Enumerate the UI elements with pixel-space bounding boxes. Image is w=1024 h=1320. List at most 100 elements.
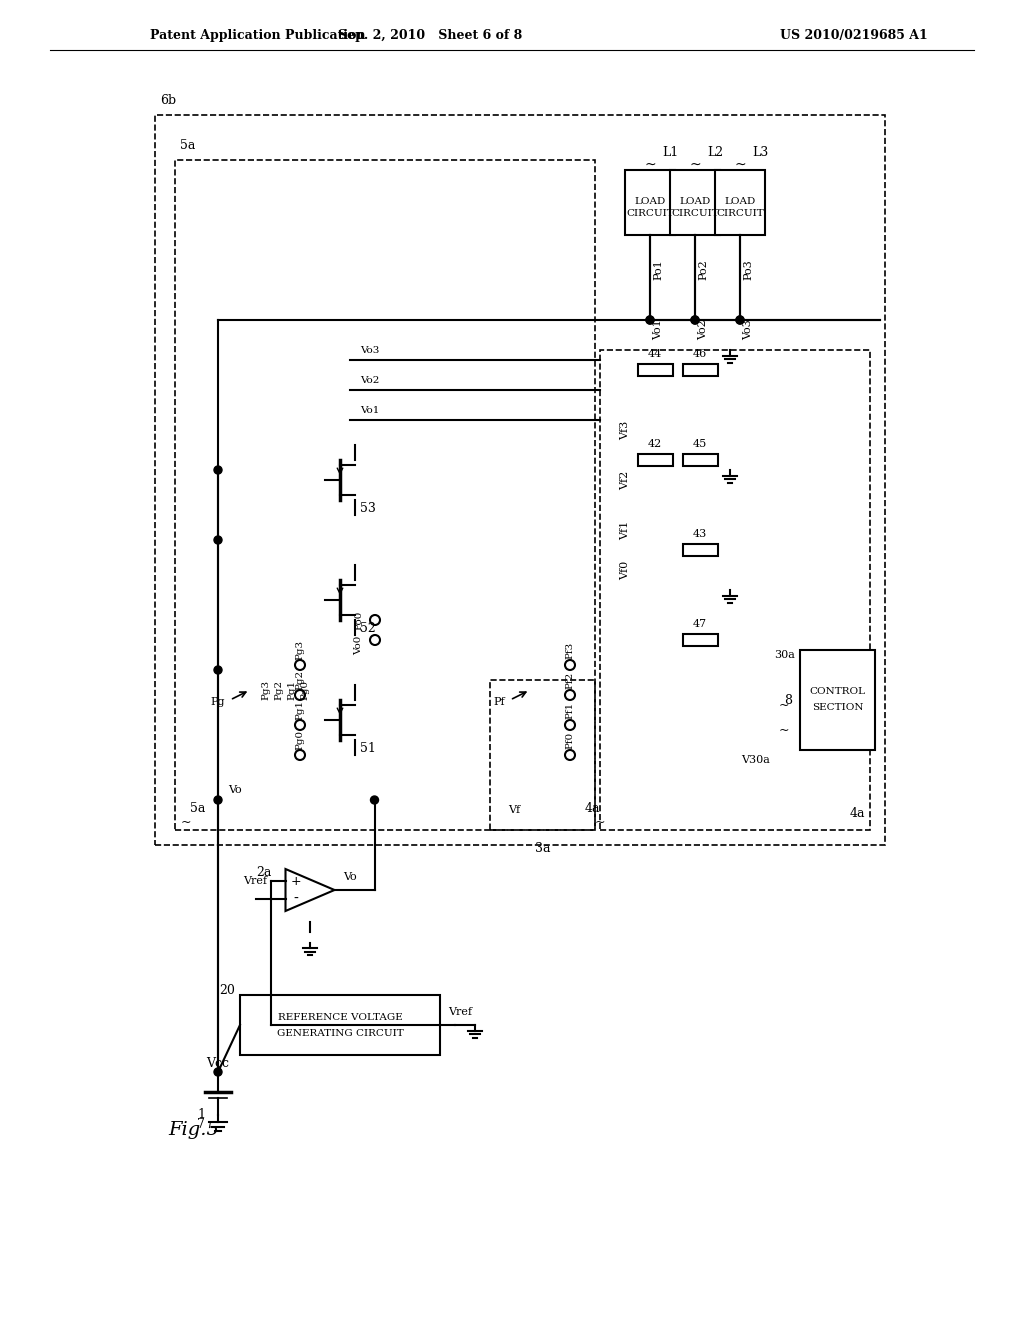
Text: Vf: Vf: [508, 805, 520, 814]
Bar: [683, 454, 718, 466]
Text: 47: 47: [693, 619, 707, 630]
Text: ~: ~: [595, 816, 605, 829]
Bar: [155, 115, 885, 845]
Text: LOAD: LOAD: [679, 198, 711, 206]
Text: -: -: [294, 892, 298, 906]
Text: 4a: 4a: [850, 807, 865, 820]
Text: 6b: 6b: [160, 94, 176, 107]
Bar: [800, 649, 874, 750]
Text: 5a: 5a: [180, 139, 196, 152]
Text: Pg2: Pg2: [274, 680, 283, 700]
Text: Pf1: Pf1: [565, 701, 574, 718]
Text: ~: ~: [689, 158, 700, 172]
Text: CIRCUIT: CIRCUIT: [671, 209, 719, 218]
Text: 4a: 4a: [585, 803, 600, 814]
Circle shape: [214, 466, 222, 474]
Text: Vf2: Vf2: [620, 470, 630, 490]
Text: 51: 51: [360, 742, 376, 755]
Bar: [670, 170, 720, 235]
Text: 43: 43: [693, 529, 708, 539]
Text: Vo1: Vo1: [653, 319, 663, 341]
Bar: [683, 634, 718, 645]
Text: Patent Application Publication: Patent Application Publication: [150, 29, 366, 41]
Text: Pf3: Pf3: [565, 642, 574, 659]
Text: 3a: 3a: [535, 842, 550, 855]
Circle shape: [691, 315, 699, 323]
Text: REFERENCE VOLTAGE: REFERENCE VOLTAGE: [278, 1014, 402, 1023]
Text: L2: L2: [707, 145, 723, 158]
Bar: [715, 170, 765, 235]
Bar: [683, 364, 718, 376]
Text: LOAD: LOAD: [724, 198, 756, 206]
Text: Pg1: Pg1: [296, 700, 304, 721]
Text: 53: 53: [360, 502, 376, 515]
Text: Vf0: Vf0: [620, 561, 630, 579]
Text: ~: ~: [734, 158, 745, 172]
Text: Po2: Po2: [698, 260, 708, 280]
Circle shape: [214, 1068, 222, 1076]
Text: 30a: 30a: [774, 649, 795, 660]
Text: Pg2: Pg2: [296, 671, 304, 690]
Circle shape: [214, 667, 222, 675]
Text: Vo2: Vo2: [698, 319, 708, 341]
Circle shape: [646, 315, 654, 323]
Text: CONTROL: CONTROL: [810, 688, 865, 697]
Text: Pg1: Pg1: [287, 680, 296, 700]
Text: Fig.5: Fig.5: [168, 1121, 219, 1139]
Bar: [683, 544, 718, 556]
Text: 45: 45: [693, 440, 708, 449]
Text: GENERATING CIRCUIT: GENERATING CIRCUIT: [276, 1028, 403, 1038]
Text: 46: 46: [693, 348, 708, 359]
Text: Pf2: Pf2: [565, 672, 574, 689]
Text: Vref: Vref: [449, 1007, 472, 1016]
Text: Vo2: Vo2: [360, 376, 379, 385]
Text: Po1: Po1: [653, 260, 663, 280]
Text: Vo3: Vo3: [743, 319, 753, 341]
Circle shape: [371, 796, 379, 804]
Text: Vo1: Vo1: [360, 407, 379, 414]
Text: 7: 7: [198, 1118, 205, 1131]
Text: SECTION: SECTION: [812, 704, 863, 713]
Text: ~: ~: [778, 698, 790, 711]
Circle shape: [646, 315, 654, 323]
Circle shape: [736, 315, 744, 323]
Text: Pg3: Pg3: [261, 680, 270, 700]
Text: 5a: 5a: [190, 803, 206, 814]
Bar: [240, 995, 440, 1055]
Text: ~: ~: [778, 723, 790, 737]
Text: 1: 1: [197, 1109, 205, 1122]
Text: 8: 8: [784, 693, 792, 706]
Circle shape: [691, 315, 699, 323]
Text: Pf: Pf: [494, 697, 505, 708]
Text: 42: 42: [648, 440, 663, 449]
Text: +: +: [291, 875, 301, 888]
Bar: [638, 454, 673, 466]
Text: Vo: Vo: [343, 873, 356, 882]
Text: Vo0: Vo0: [354, 635, 362, 655]
Text: Pf0: Pf0: [565, 731, 574, 748]
Circle shape: [214, 536, 222, 544]
Text: Vo: Vo: [228, 785, 242, 795]
Text: ~: ~: [644, 158, 655, 172]
Text: Vf1: Vf1: [620, 520, 630, 540]
Text: V30a: V30a: [741, 755, 770, 766]
Text: Sep. 2, 2010   Sheet 6 of 8: Sep. 2, 2010 Sheet 6 of 8: [338, 29, 522, 41]
Bar: [625, 170, 675, 235]
Text: Pg: Pg: [211, 697, 225, 708]
Text: Po3: Po3: [743, 260, 753, 280]
Bar: [490, 680, 595, 830]
Bar: [600, 350, 870, 830]
Circle shape: [214, 796, 222, 804]
Text: LOAD: LOAD: [635, 198, 666, 206]
Text: Pg0: Pg0: [300, 680, 309, 700]
Text: 44: 44: [648, 348, 663, 359]
Text: Vcc: Vcc: [207, 1057, 229, 1071]
Text: 52: 52: [360, 622, 376, 635]
Text: Vref: Vref: [244, 876, 267, 886]
Bar: [638, 364, 673, 376]
Text: US 2010/0219685 A1: US 2010/0219685 A1: [780, 29, 928, 41]
Text: Pg3: Pg3: [296, 640, 304, 660]
Text: ~: ~: [181, 816, 191, 829]
Text: Vf3: Vf3: [620, 420, 630, 440]
Text: Vo3: Vo3: [360, 346, 379, 355]
